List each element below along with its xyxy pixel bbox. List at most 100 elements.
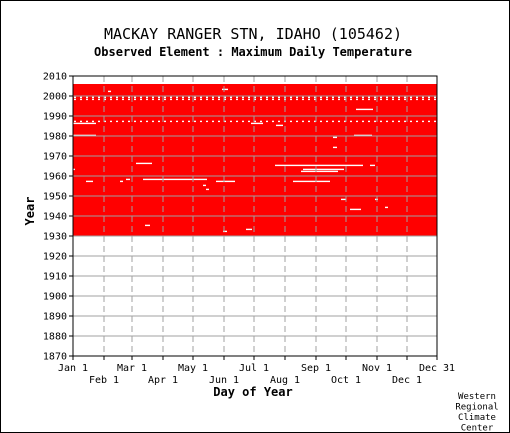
- x-tick-label: Sep 1: [301, 363, 331, 374]
- missing-segment: [206, 188, 209, 191]
- missing-day-mark: [350, 96, 352, 99]
- missing-day-mark: [260, 120, 262, 123]
- missing-day-mark: [302, 96, 304, 99]
- missing-day-mark: [224, 120, 226, 123]
- missing-day-mark: [98, 120, 100, 123]
- missing-day-mark: [272, 96, 274, 99]
- missing-day-mark: [254, 120, 256, 123]
- missing-day-mark: [398, 98, 400, 101]
- missing-day-mark: [332, 120, 334, 123]
- missing-segment: [73, 168, 75, 171]
- missing-day-mark: [194, 120, 196, 123]
- missing-day-mark: [152, 120, 154, 123]
- missing-day-mark: [374, 98, 376, 101]
- missing-day-mark: [236, 96, 238, 99]
- missing-day-mark: [374, 120, 376, 123]
- missing-day-mark: [146, 98, 148, 101]
- y-tick-label: 1970: [43, 152, 67, 163]
- missing-day-mark: [86, 96, 88, 99]
- missing-day-mark: [302, 120, 304, 123]
- missing-day-mark: [404, 96, 406, 99]
- missing-day-mark: [404, 98, 406, 101]
- missing-day-mark: [92, 96, 94, 99]
- missing-day-mark: [80, 96, 82, 99]
- missing-segment: [293, 180, 330, 183]
- missing-segment: [333, 136, 337, 139]
- missing-day-mark: [194, 98, 196, 101]
- missing-day-mark: [74, 96, 76, 99]
- missing-day-mark: [398, 96, 400, 99]
- y-tick-label: 1930: [43, 232, 67, 243]
- missing-segment: [333, 146, 337, 149]
- missing-day-mark: [386, 96, 388, 99]
- missing-segment: [73, 122, 96, 125]
- missing-day-mark: [278, 98, 280, 101]
- missing-day-mark: [80, 98, 82, 101]
- missing-day-mark: [326, 120, 328, 123]
- missing-day-mark: [392, 98, 394, 101]
- missing-day-mark: [434, 98, 436, 101]
- missing-day-mark: [362, 96, 364, 99]
- missing-day-mark: [260, 98, 262, 101]
- missing-day-mark: [320, 120, 322, 123]
- missing-day-mark: [278, 120, 280, 123]
- missing-day-mark: [302, 98, 304, 101]
- missing-day-mark: [428, 120, 430, 123]
- missing-day-mark: [368, 98, 370, 101]
- missing-day-mark: [122, 120, 124, 123]
- missing-day-mark: [266, 98, 268, 101]
- y-tick-label: 1880: [43, 332, 67, 343]
- missing-day-mark: [104, 120, 106, 123]
- missing-day-mark: [230, 98, 232, 101]
- missing-day-mark: [320, 96, 322, 99]
- missing-day-mark: [146, 120, 148, 123]
- missing-day-mark: [290, 120, 292, 123]
- missing-day-mark: [170, 96, 172, 99]
- missing-segment: [354, 134, 372, 137]
- credit-line: Center: [461, 424, 494, 433]
- missing-day-mark: [152, 98, 154, 101]
- y-tick-label: 1990: [43, 112, 67, 123]
- y-tick-label: 1910: [43, 272, 67, 283]
- missing-day-mark: [206, 98, 208, 101]
- missing-day-mark: [410, 98, 412, 101]
- missing-day-mark: [230, 96, 232, 99]
- missing-day-mark: [176, 96, 178, 99]
- missing-day-mark: [122, 98, 124, 101]
- missing-day-mark: [110, 96, 112, 99]
- missing-day-mark: [110, 98, 112, 101]
- missing-day-mark: [338, 98, 340, 101]
- missing-day-mark: [314, 96, 316, 99]
- y-tick-label: 1980: [43, 132, 67, 143]
- missing-segment: [126, 178, 130, 181]
- x-tick-label: Feb 1: [89, 375, 119, 386]
- missing-day-mark: [158, 120, 160, 123]
- missing-day-mark: [176, 120, 178, 123]
- missing-day-mark: [374, 96, 376, 99]
- missing-segment: [203, 184, 206, 187]
- missing-segment: [108, 90, 111, 93]
- x-tick-label: Jan 1: [58, 363, 88, 374]
- missing-segment: [370, 164, 375, 167]
- missing-day-mark: [116, 98, 118, 101]
- x-tick-label: Aug 1: [270, 375, 300, 386]
- missing-day-mark: [122, 96, 124, 99]
- missing-day-mark: [272, 98, 274, 101]
- missing-segment: [303, 168, 344, 171]
- missing-day-mark: [188, 98, 190, 101]
- missing-segment: [275, 164, 363, 167]
- missing-segment: [136, 162, 152, 165]
- missing-day-mark: [218, 120, 220, 123]
- missing-segment: [350, 208, 361, 211]
- missing-segment: [73, 134, 96, 137]
- missing-segment: [86, 180, 93, 183]
- missing-day-mark: [416, 96, 418, 99]
- missing-day-mark: [422, 98, 424, 101]
- missing-day-mark: [380, 98, 382, 101]
- missing-day-mark: [248, 98, 250, 101]
- missing-day-mark: [356, 96, 358, 99]
- missing-day-mark: [176, 98, 178, 101]
- missing-segment: [222, 88, 228, 91]
- missing-day-mark: [182, 98, 184, 101]
